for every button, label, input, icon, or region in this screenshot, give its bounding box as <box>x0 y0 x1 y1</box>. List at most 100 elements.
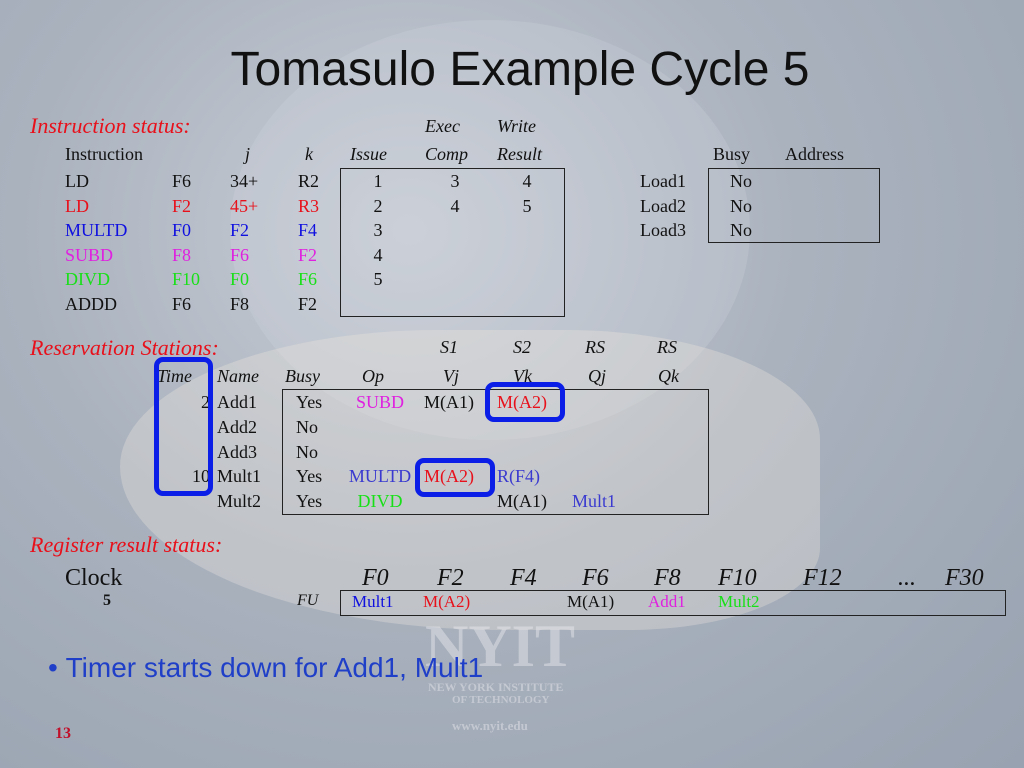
header-k: k <box>305 144 313 164</box>
bullet-point: • Timer starts down for Add1, Mult1 <box>48 652 483 684</box>
header-j: j <box>245 144 251 164</box>
rs-busy: No <box>296 441 318 462</box>
bullet-dot: • <box>48 652 58 683</box>
header-rs-j: RS <box>585 337 605 357</box>
slide-title: Tomasulo Example Cycle 5 <box>230 43 810 96</box>
instruction-k: F2 <box>298 244 318 265</box>
register-F0: F0 <box>362 565 389 591</box>
write-cycle: 5 <box>522 195 532 216</box>
register-F30: F30 <box>945 565 984 591</box>
mult1-vj-highlight <box>415 458 495 497</box>
watermark-line2: OF TECHNOLOGY <box>452 694 550 706</box>
header-write: Write <box>497 116 536 136</box>
instruction-dest: F10 <box>172 269 201 290</box>
rs-name: Mult2 <box>217 491 262 512</box>
instruction-k: F4 <box>298 220 318 241</box>
issue-cycle: 1 <box>373 171 383 191</box>
instruction-op: LD <box>65 195 89 216</box>
rs-vk: R(F4) <box>497 466 541 487</box>
rs-time: 2 <box>201 392 210 412</box>
header-s1: S1 <box>440 337 458 357</box>
rs-busy: Yes <box>296 392 323 412</box>
header-op: Op <box>362 366 384 386</box>
add1-vk-highlight <box>485 382 565 422</box>
load-buffer-box <box>708 168 880 243</box>
register-status-label: Register result status: <box>30 532 223 557</box>
instruction-j: 45+ <box>230 195 259 216</box>
register-F10: F10 <box>718 565 757 591</box>
background-globe <box>230 20 750 440</box>
watermark-url: www.nyit.edu <box>452 718 528 733</box>
clock-label: Clock <box>65 565 123 591</box>
rs-op: MULTD <box>348 466 412 487</box>
rs-op: DIVD <box>357 491 403 512</box>
instruction-k: R3 <box>298 195 320 216</box>
reservation-stations-label: Reservation Stations: <box>30 335 219 360</box>
load-buffer-busy: No <box>730 195 752 216</box>
header-comp: Comp <box>425 144 469 164</box>
instruction-op: ADDD <box>65 294 117 314</box>
load-buffer-name: Load2 <box>640 195 686 216</box>
page-number: 13 <box>55 725 71 742</box>
instruction-status-label: Instruction status: <box>30 113 191 138</box>
instruction-dest: F6 <box>172 171 192 191</box>
instruction-op: LD <box>65 171 89 191</box>
header-busy: Busy <box>713 144 751 164</box>
instruction-dest: F6 <box>172 294 192 314</box>
background-hand <box>120 330 820 630</box>
register-status-box <box>340 590 1006 616</box>
instruction-status-box <box>340 168 565 317</box>
load-buffer-busy: No <box>730 220 752 241</box>
header-vj: Vj <box>443 366 459 386</box>
instruction-dest: F8 <box>172 244 192 265</box>
register-F2: F2 <box>437 565 464 591</box>
instruction-j: F2 <box>230 220 250 241</box>
time-column-highlight <box>154 357 213 496</box>
instruction-dest: F0 <box>172 220 192 241</box>
rs-name: Mult1 <box>217 466 262 487</box>
register-fu: Add1 <box>648 592 686 611</box>
register-fu: M(A1) <box>567 592 615 611</box>
rs-vk: M(A2) <box>497 392 547 412</box>
write-cycle: 4 <box>522 171 532 191</box>
instruction-k: F6 <box>298 269 318 290</box>
exec-cycle: 4 <box>450 195 460 216</box>
rs-name: Add2 <box>217 416 257 437</box>
header-s2: S2 <box>513 337 531 357</box>
reservation-stations-box <box>282 389 709 515</box>
header-instruction: Instruction <box>65 144 143 164</box>
issue-cycle: 2 <box>373 195 383 216</box>
header-vk: Vk <box>513 366 532 386</box>
rs-name: Add1 <box>217 392 257 412</box>
header-result: Result <box>497 144 542 164</box>
register-fu: Mult2 <box>718 592 760 611</box>
register-fu: Mult1 <box>352 592 394 611</box>
watermark-line1: NEW YORK INSTITUTE <box>428 680 564 694</box>
rs-name: Add3 <box>217 441 257 462</box>
header-qk: Qk <box>658 366 679 386</box>
register-F12: F12 <box>803 565 842 591</box>
register-F6: F6 <box>582 565 609 591</box>
rs-vj: M(A2) <box>424 466 474 487</box>
rs-qj: Mult1 <box>572 491 617 512</box>
issue-cycle: 5 <box>373 269 383 290</box>
load-buffer-name: Load3 <box>640 220 686 241</box>
instruction-op: MULTD <box>65 220 128 241</box>
header-qj: Qj <box>588 366 606 386</box>
load-buffer-busy: No <box>730 171 752 191</box>
header-issue: Issue <box>350 144 387 164</box>
header-exec: Exec <box>425 116 460 136</box>
instruction-k: F2 <box>298 294 318 314</box>
header-busy: Busy <box>285 366 320 386</box>
register-...: ... <box>898 565 916 591</box>
rs-busy: Yes <box>296 491 323 512</box>
clock-value: 5 <box>103 592 111 609</box>
bullet-text: Timer starts down for Add1, Mult1 <box>65 652 484 683</box>
instruction-op: DIVD <box>65 269 110 290</box>
watermark-logo: NYIT <box>425 613 576 679</box>
instruction-j: 34+ <box>230 171 259 191</box>
register-F8: F8 <box>654 565 681 591</box>
instruction-j: F8 <box>230 294 250 314</box>
header-name: Name <box>217 366 259 386</box>
issue-cycle: 4 <box>373 244 383 265</box>
